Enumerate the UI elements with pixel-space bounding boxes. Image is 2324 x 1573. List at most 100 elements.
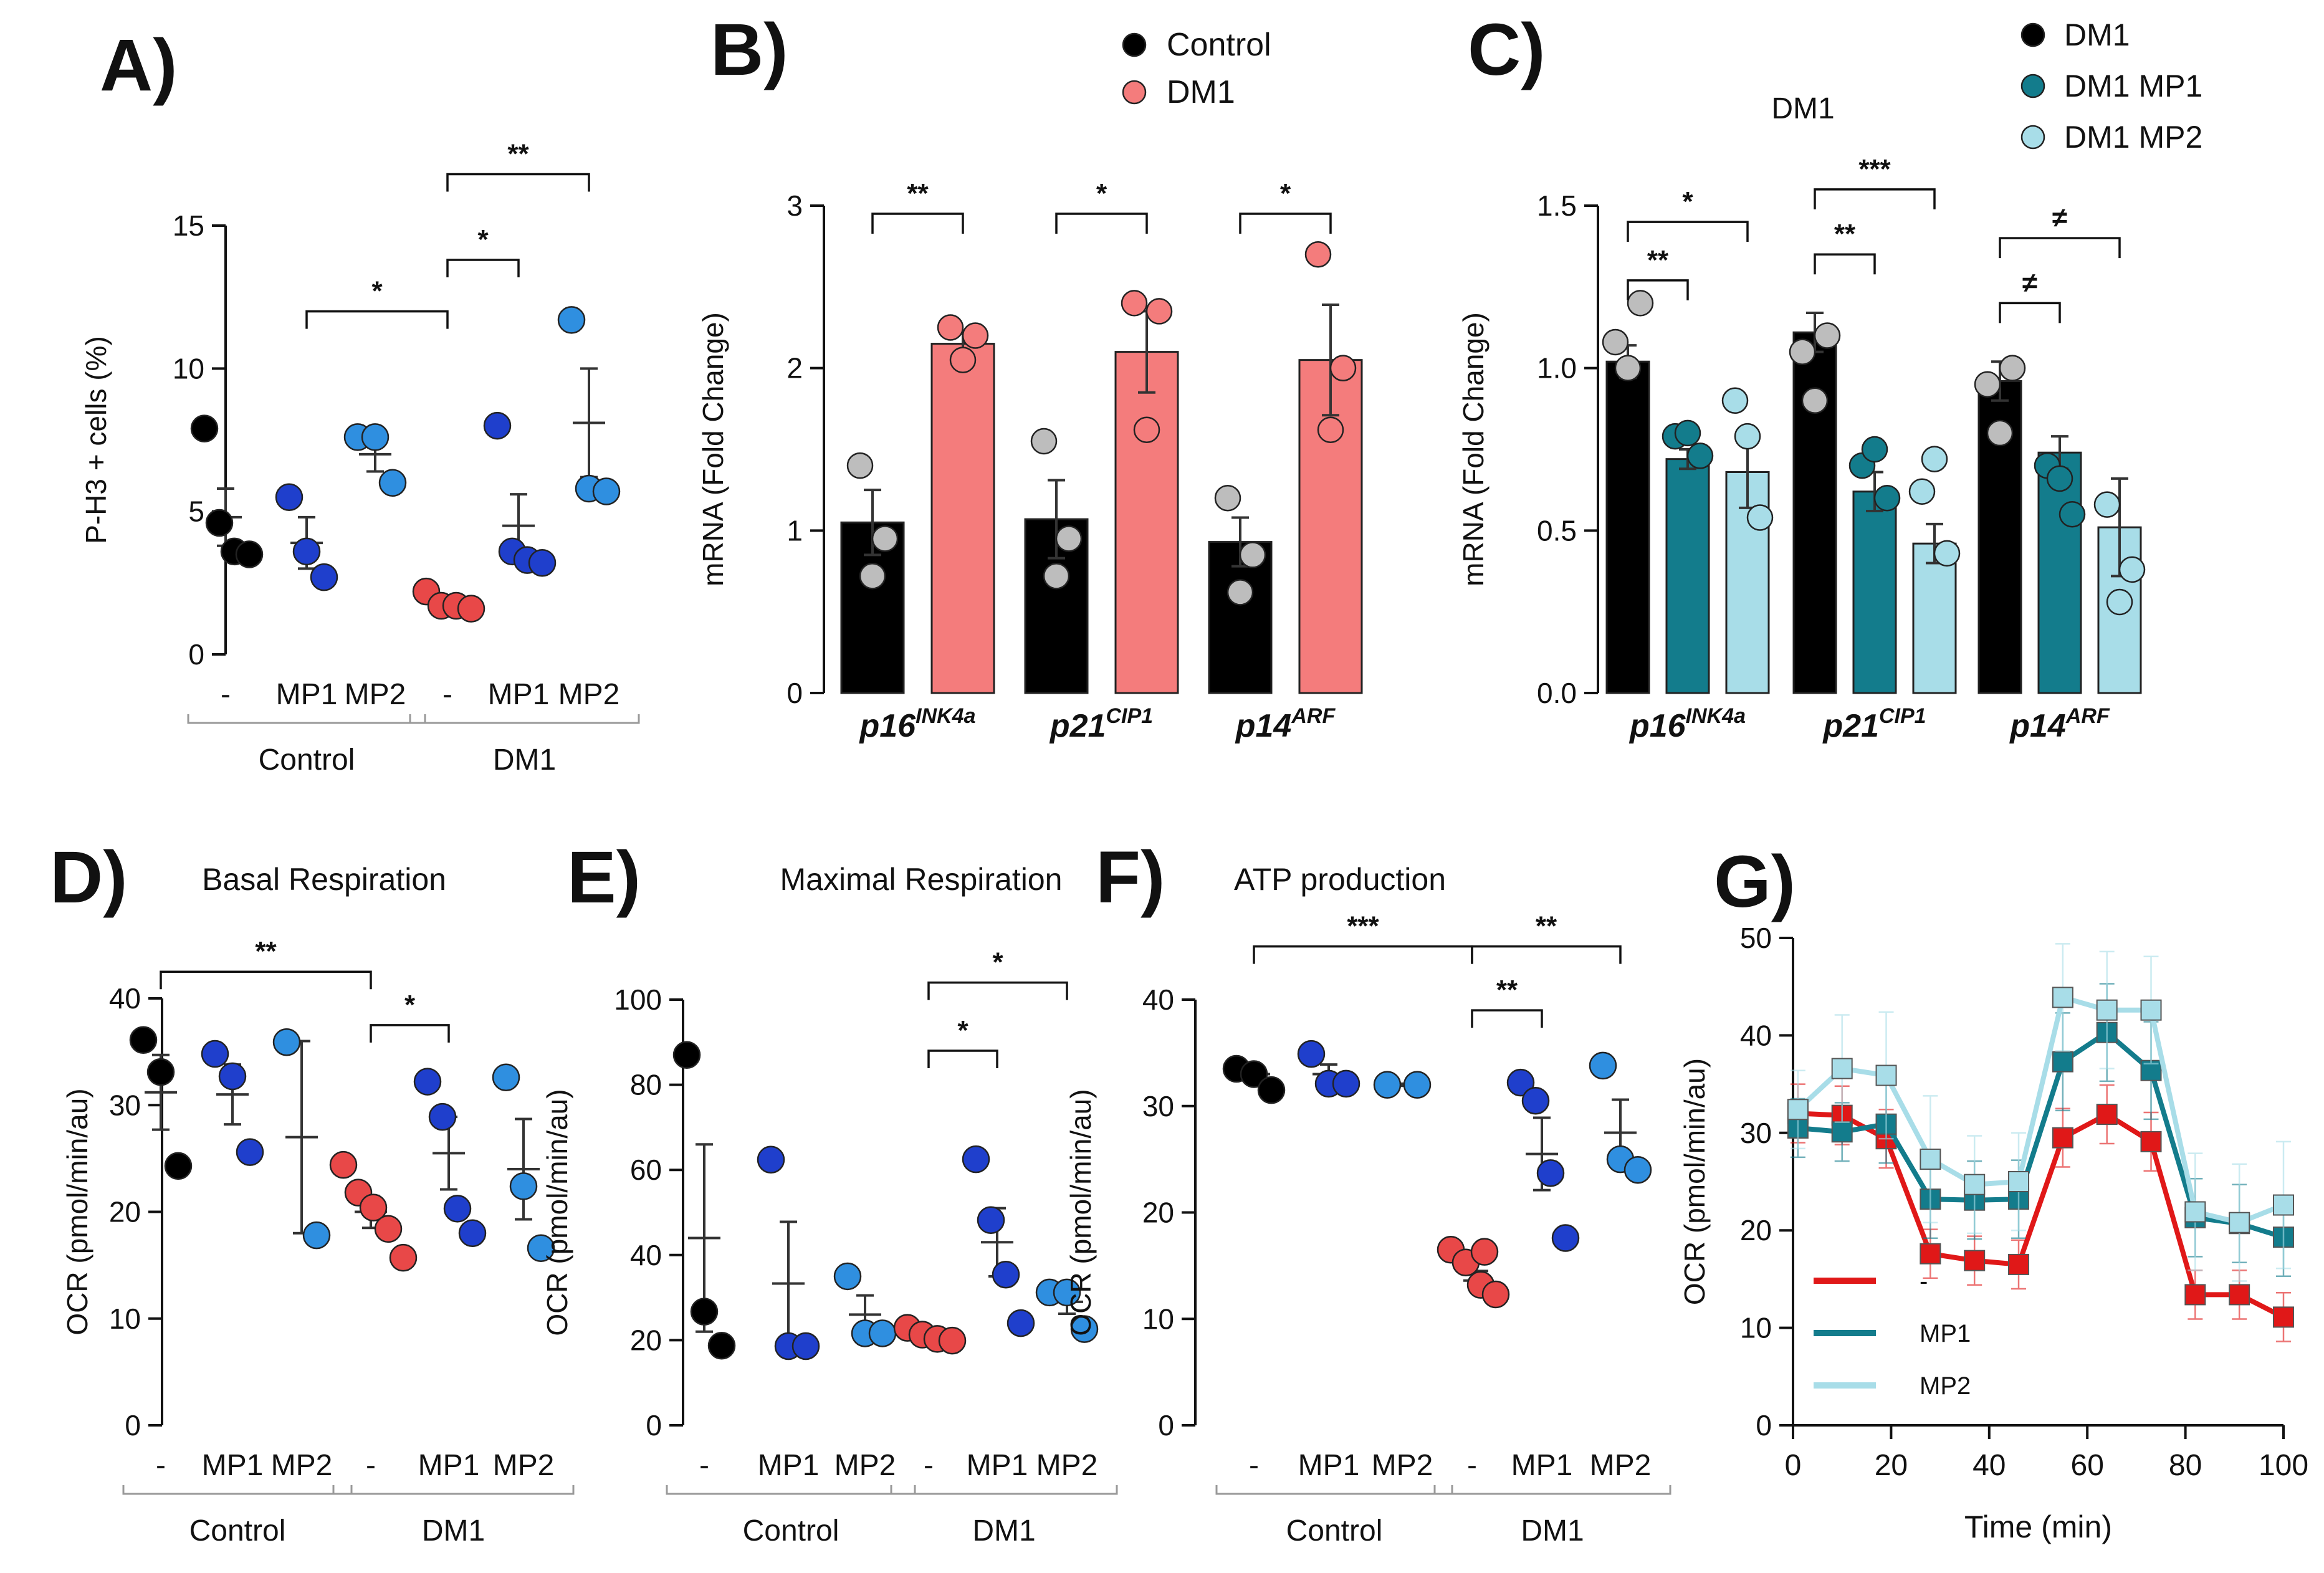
data-point: [868, 1319, 897, 1347]
data-point: [1304, 241, 1332, 268]
significance-label: ≠: [2052, 203, 2067, 233]
y-tick-label: 20: [1142, 1197, 1174, 1229]
y-axis-label: OCR (pmol/min/au): [1678, 1058, 1711, 1305]
significance-label: *: [1096, 178, 1107, 209]
significance-label: **: [1536, 911, 1557, 942]
series-line: [1796, 994, 2285, 1225]
group-label: Control: [743, 1514, 839, 1547]
y-tick-label: 40: [1740, 1019, 1772, 1051]
x-tick-label: -: [699, 1449, 709, 1482]
data-point: [859, 563, 886, 590]
x-tick-label: -: [1467, 1449, 1477, 1482]
data-point: [1373, 1071, 1402, 1099]
y-axis-label: OCR (pmol/min/au): [541, 1089, 573, 1336]
gene-label: p21CIP1: [1049, 704, 1153, 744]
chart-title: ATP production: [1234, 862, 1446, 897]
y-tick-label: 20: [1740, 1214, 1772, 1246]
data-point: [2140, 1131, 2162, 1152]
data-point: [977, 1206, 1005, 1235]
x-tick-label: MP2: [1372, 1449, 1433, 1482]
data-point: [302, 1221, 331, 1250]
x-tick-label: -: [156, 1449, 166, 1482]
data-point: [1801, 387, 1829, 414]
y-tick-label: 0.0: [1537, 677, 1577, 709]
data-point: [690, 1298, 719, 1326]
significance-label: ***: [1858, 154, 1891, 184]
data-point: [1875, 1064, 1897, 1086]
data-point: [1053, 1278, 1081, 1307]
data-point: [1589, 1051, 1617, 1080]
y-tick-label: 3: [787, 189, 803, 222]
data-point: [2008, 1253, 2030, 1275]
y-axis-label: OCR (pmol/min/au): [1064, 1089, 1097, 1336]
x-tick-label: 80: [2169, 1449, 2202, 1482]
x-tick-label: 20: [1875, 1449, 1908, 1482]
significance-bracket: [1471, 1009, 1543, 1028]
x-axis-label: Time (min): [1964, 1509, 2112, 1544]
panel-label: B): [710, 9, 788, 91]
significance-bracket: [1814, 253, 1876, 275]
data-point: [1122, 32, 1147, 57]
bar: [1792, 331, 1837, 694]
data-point: [1297, 1040, 1326, 1068]
data-point: [962, 322, 989, 349]
data-point: [1506, 1068, 1535, 1097]
data-point: [871, 525, 899, 552]
data-point: [1974, 371, 2001, 398]
y-axis-label: mRNA (Fold Change): [1457, 312, 1490, 586]
group-label: DM1: [422, 1514, 485, 1547]
y-tick-label: 1: [787, 514, 803, 547]
data-point: [1873, 484, 1901, 512]
group-bracket: [666, 1485, 916, 1495]
data-point: [2052, 987, 2073, 1008]
y-tick-label: 20: [630, 1324, 662, 1356]
data-point: [272, 1028, 301, 1056]
data-point: [1070, 1315, 1099, 1343]
data-point: [2273, 1306, 2294, 1328]
y-tick-label: 50: [1740, 922, 1772, 954]
bar: [1605, 360, 1650, 694]
x-tick-label: MP1: [488, 678, 550, 711]
bar: [1114, 351, 1179, 694]
data-point: [129, 1026, 158, 1054]
bar: [1852, 490, 1897, 694]
data-point: [1861, 436, 1888, 463]
data-point: [218, 1062, 247, 1091]
significance-label: **: [907, 178, 929, 209]
data-point: [428, 1102, 457, 1131]
x-tick-label: MP2: [345, 678, 406, 711]
data-point: [962, 1145, 990, 1174]
significance-label: *: [1682, 186, 1693, 217]
data-point: [938, 1326, 967, 1355]
data-point: [1999, 355, 2026, 381]
x-tick-label: MP1: [967, 1449, 1028, 1482]
significance-label: *: [992, 947, 1003, 978]
x-tick-label: MP1: [1511, 1449, 1573, 1482]
data-point: [1787, 1099, 1809, 1121]
error-bar: [1322, 304, 1339, 417]
group-bracket: [187, 714, 426, 724]
bar: [930, 343, 995, 694]
data-point: [1551, 1224, 1580, 1252]
significance-bracket: [1627, 279, 1689, 300]
data-point: [1986, 419, 2014, 447]
y-tick-label: 30: [109, 1089, 141, 1121]
x-tick-label: MP2: [558, 678, 620, 711]
data-point: [1908, 478, 1936, 505]
significance-label: **: [1647, 245, 1669, 275]
data-point: [201, 1040, 229, 1068]
group-label: DM1: [493, 743, 556, 777]
data-point: [275, 483, 304, 511]
significance-bracket: [1999, 302, 2061, 323]
y-tick-label: 40: [630, 1239, 662, 1271]
data-point: [378, 469, 407, 497]
data-point: [1121, 290, 1148, 317]
data-point: [1734, 423, 1761, 450]
data-point: [1627, 290, 1654, 317]
y-tick-label: 0: [125, 1409, 141, 1442]
data-point: [146, 1058, 175, 1086]
